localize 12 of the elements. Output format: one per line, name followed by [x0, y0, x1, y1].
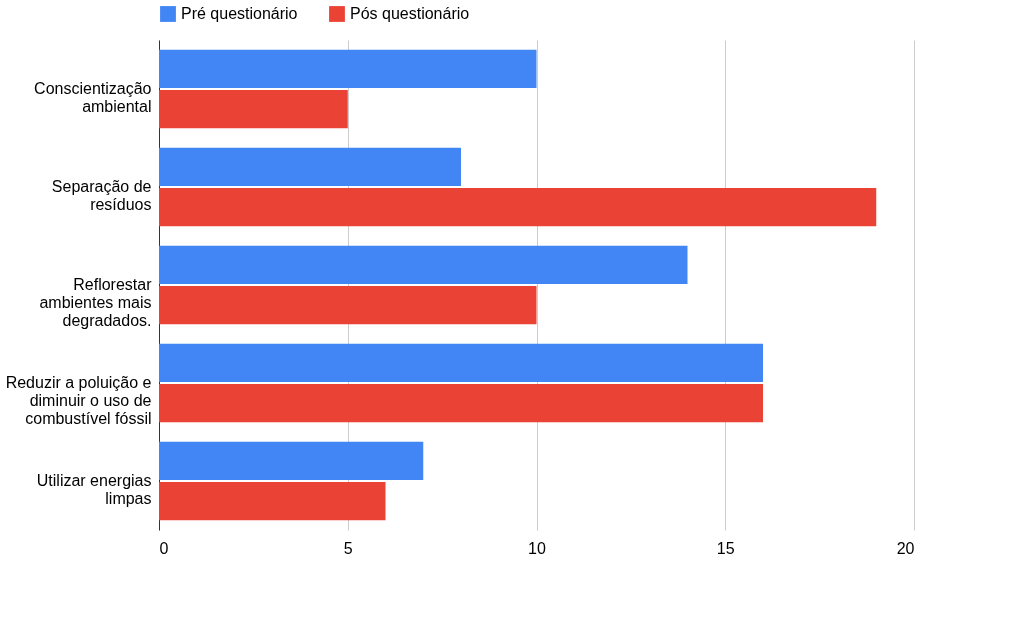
y-tick-label: Reflorestar ambientes mais degradados.: [39, 276, 153, 329]
legend-label: Pré questionário: [181, 5, 298, 22]
y-tick-label: Utilizar energias limpas: [36, 472, 152, 507]
y-tick-label: Reduzir a poluição e diminuir o uso de combustível fóssil: [5, 374, 152, 427]
x-tick-label: 15: [716, 539, 735, 557]
legend-label: Pós questionário: [350, 5, 470, 22]
x-tick-label: 20: [896, 539, 915, 557]
x-tick-label: 10: [528, 539, 546, 557]
y-tick-label: Conscientização ambiental: [34, 80, 152, 115]
x-tick-label: 5: [343, 539, 353, 557]
y-tick-label: Separação de resíduos: [51, 178, 152, 213]
x-tick-label: 0: [159, 539, 169, 557]
